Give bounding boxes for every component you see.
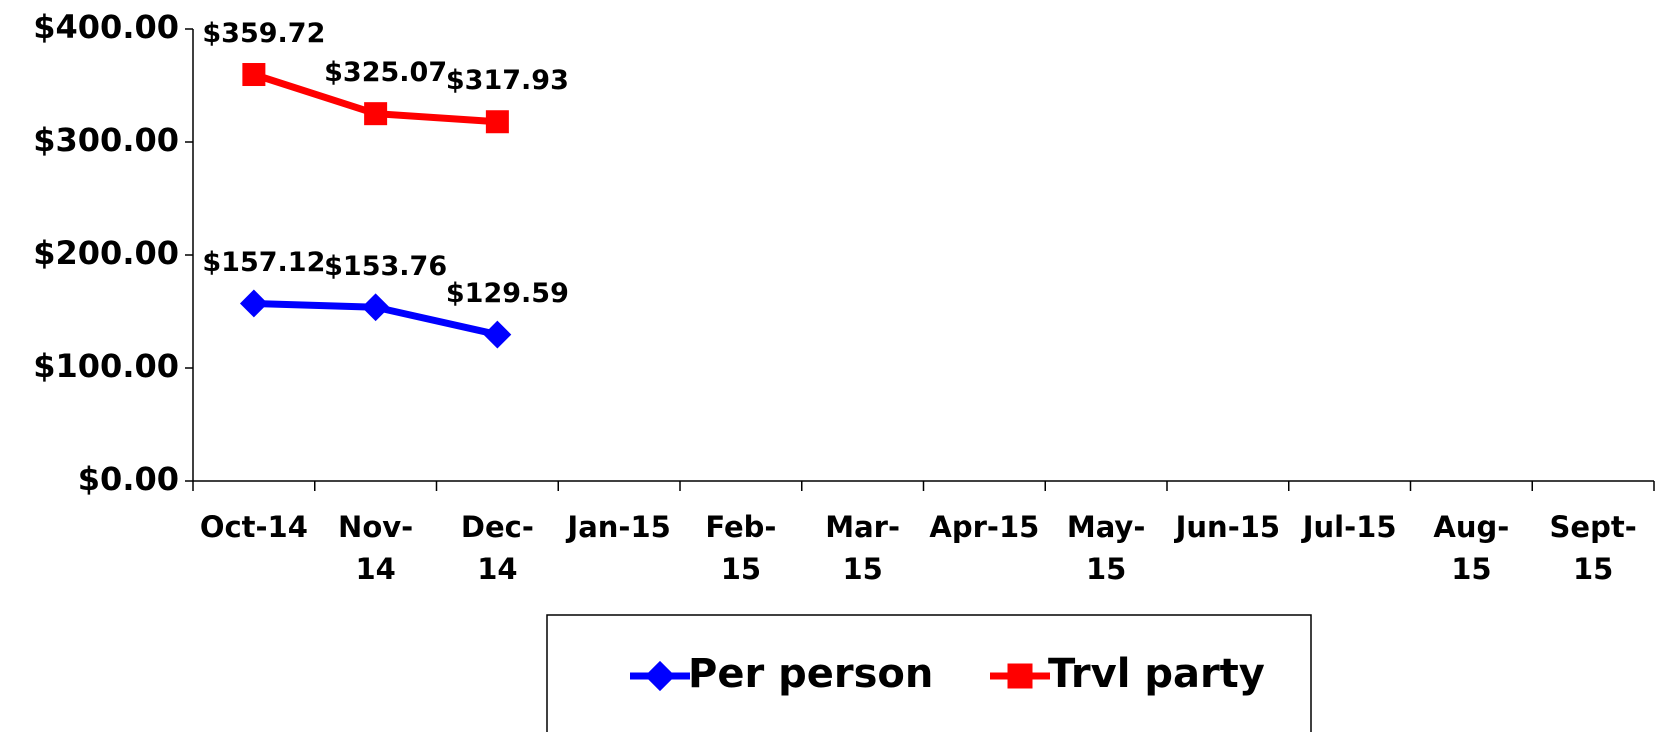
y-tick-label: $400.00 [33,8,179,46]
data-label: $359.72 [202,18,325,49]
legend-label: Per person [688,651,933,697]
x-tick-label: Jul-15 [1302,510,1397,544]
x-tick-label: Jun-15 [1175,510,1281,544]
data-point [242,63,266,87]
x-tick-label: Mar-15 [825,510,900,586]
data-point [483,320,512,349]
data-label: $129.59 [446,278,569,309]
x-tick-label: Feb-15 [705,510,777,586]
data-point [364,102,388,126]
x-tick-label: Aug-15 [1433,510,1510,586]
y-tick-label: $0.00 [78,460,179,498]
data-point [239,289,268,318]
data-label: $157.12 [202,247,325,278]
x-tick-label: Jan-15 [567,510,671,544]
legend-marker [1007,663,1033,689]
y-tick-label: $300.00 [33,121,179,159]
y-tick-label: $200.00 [33,234,179,272]
x-tick-label: Sept-15 [1549,510,1637,586]
x-tick-label: Dec-14 [460,510,534,586]
data-label: $317.93 [446,65,569,96]
legend-label: Trvl party [1048,651,1265,697]
data-label: $153.76 [324,251,447,282]
x-tick-label: Apr-15 [929,510,1040,544]
x-tick-label: Nov-14 [338,510,414,586]
legend-marker [644,660,676,692]
x-tick-label: May-15 [1066,510,1146,586]
data-point [485,110,509,134]
y-tick-label: $100.00 [33,347,179,385]
data-point [361,293,390,322]
data-label: $325.07 [324,57,447,88]
x-tick-label: Oct-14 [199,510,308,544]
